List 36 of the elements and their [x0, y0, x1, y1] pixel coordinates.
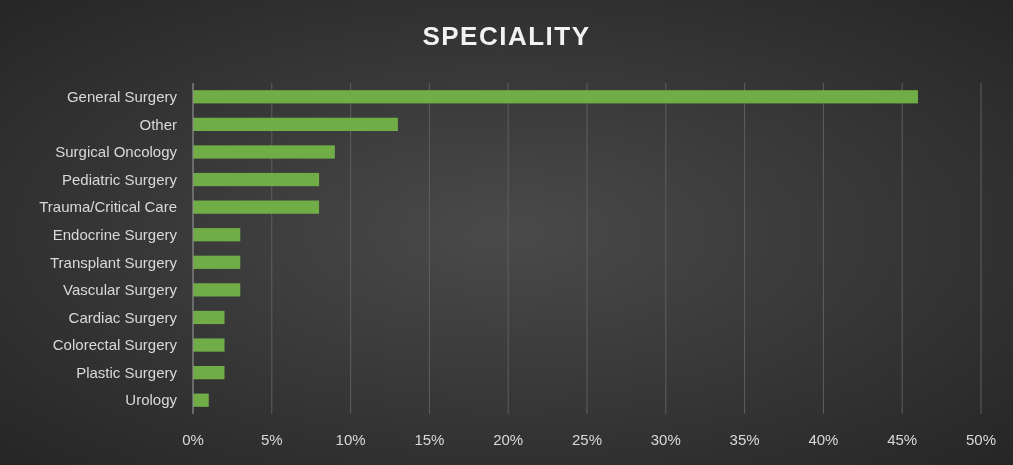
bar	[193, 90, 918, 104]
x-tick-label: 45%	[887, 431, 918, 449]
x-tick-label: 40%	[808, 431, 839, 449]
x-tick-label: 30%	[650, 431, 681, 449]
bar	[193, 338, 225, 352]
bar	[193, 283, 241, 297]
y-tick-label: Trauma/Critical Care	[39, 198, 177, 216]
bar	[193, 172, 320, 187]
x-tick-label: 20%	[493, 431, 524, 449]
y-tick-label: Endocrine Surgery	[52, 225, 178, 243]
bar	[193, 200, 320, 214]
bar	[193, 393, 209, 407]
x-tick-label: 25%	[571, 431, 603, 449]
chart-title: SPECIALITY	[422, 21, 591, 51]
y-tick-label: General Surgery	[66, 88, 178, 106]
y-tick-label: Pediatric Surgery	[61, 170, 178, 188]
y-tick-label: Colorectal Surgery	[52, 336, 178, 354]
y-tick-label: Transplant Surgery	[49, 253, 178, 271]
x-tick-label: 0%	[182, 431, 204, 449]
bar	[193, 255, 241, 269]
x-tick-label: 35%	[729, 431, 760, 449]
x-tick-label: 50%	[965, 431, 997, 449]
bar	[193, 310, 225, 325]
y-tick-label: Other	[139, 115, 177, 133]
x-tick-label: 15%	[414, 431, 445, 449]
x-tick-label: 10%	[335, 431, 366, 449]
y-tick-label: Surgical Oncology	[55, 143, 178, 161]
x-tick-label: 5%	[260, 431, 283, 449]
bar	[193, 145, 335, 159]
bar	[193, 366, 225, 380]
y-tick-label: Plastic Surgery	[76, 363, 178, 381]
y-tick-label: Urology	[125, 391, 178, 409]
bar	[193, 117, 398, 131]
y-tick-label: Cardiac Surgery	[68, 308, 178, 326]
bar	[193, 228, 241, 242]
y-tick-label: Vascular Surgery	[63, 281, 178, 299]
